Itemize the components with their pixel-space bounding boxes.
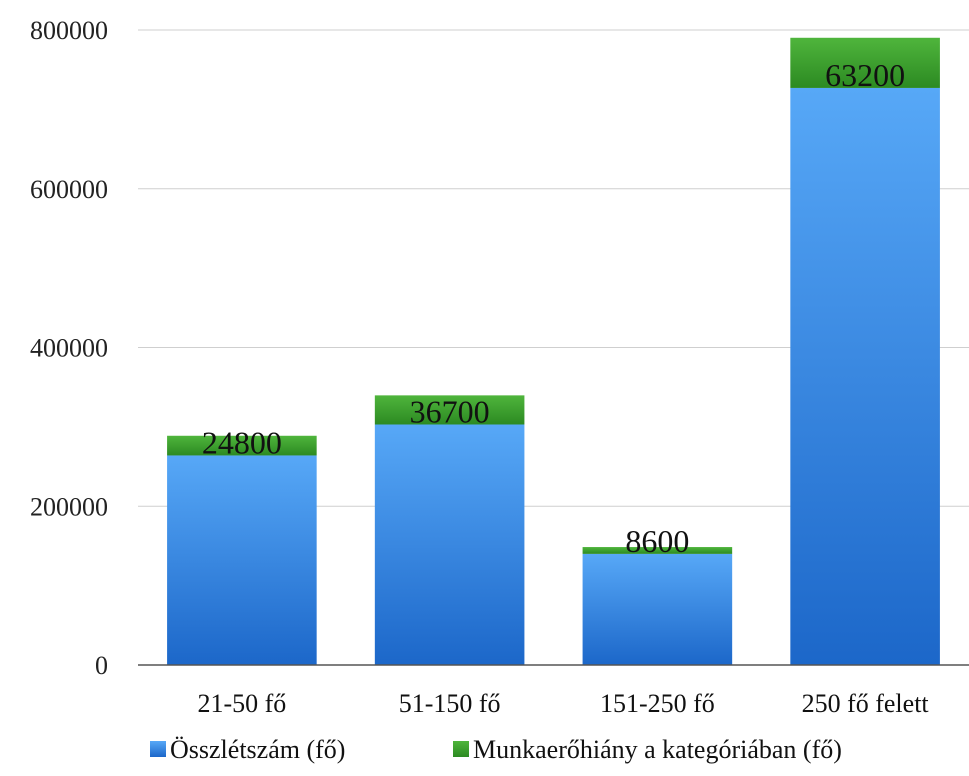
data-label: 8600 bbox=[625, 523, 689, 559]
legend-item-munkaerohiany: Munkaerőhiány a kategóriában (fő) bbox=[453, 735, 842, 764]
bar-segment-osszletszam bbox=[790, 87, 940, 666]
bar-segment-munkaerohiany bbox=[374, 395, 525, 425]
x-category-label: 21-50 fő bbox=[197, 689, 286, 718]
bar-segment-munkaerohiany bbox=[790, 37, 940, 88]
legend-swatch bbox=[150, 741, 166, 757]
data-labels: 24800 36700 8600 63200 bbox=[202, 57, 905, 559]
legend-label: Munkaerőhiány a kategóriában (fő) bbox=[473, 735, 842, 764]
data-label: 63200 bbox=[825, 57, 905, 93]
legend: Összlétszám (fő) Munkaerőhiány a kategóri… bbox=[150, 735, 842, 764]
legend-swatch bbox=[453, 741, 469, 757]
x-category-label: 51-150 fő bbox=[399, 689, 501, 718]
y-tick-label: 800000 bbox=[30, 16, 108, 45]
x-category-label: 151-250 fő bbox=[600, 689, 715, 718]
bar-segment-munkaerohiany bbox=[582, 547, 733, 554]
y-tick-label: 600000 bbox=[30, 175, 108, 204]
bar-segment-osszletszam bbox=[582, 553, 733, 665]
bar-segment-munkaerohiany bbox=[167, 435, 317, 456]
bar-segment-osszletszam bbox=[167, 455, 317, 665]
y-tick-label: 400000 bbox=[30, 334, 108, 363]
legend-item-osszletszam: Összlétszám (fő) bbox=[150, 735, 345, 764]
data-label: 36700 bbox=[410, 393, 490, 429]
y-tick-label: 200000 bbox=[30, 492, 108, 521]
y-tick-label: 0 bbox=[95, 651, 108, 680]
x-category-label: 250 fő felett bbox=[802, 689, 930, 718]
bar-segment-osszletszam bbox=[374, 424, 525, 665]
y-axis-ticks: 0 200000 400000 600000 800000 bbox=[30, 16, 108, 680]
bars bbox=[167, 37, 940, 666]
legend-label: Összlétszám (fő) bbox=[170, 735, 345, 764]
data-label: 24800 bbox=[202, 424, 282, 460]
x-axis-categories: 21-50 fő 51-150 fő 151-250 fő 250 fő felett bbox=[197, 689, 929, 718]
